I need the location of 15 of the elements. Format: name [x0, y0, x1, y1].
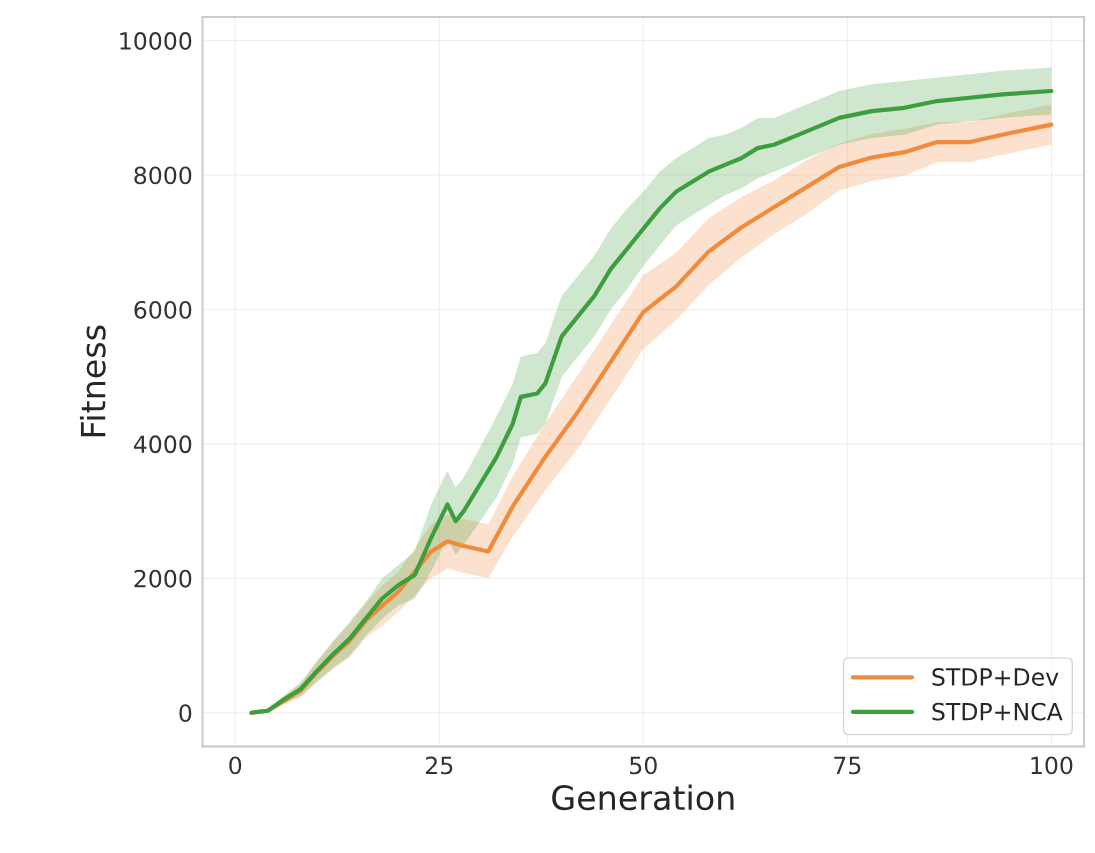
y-tick-label: 4000	[133, 435, 192, 454]
y-tick-label: 6000	[134, 300, 192, 319]
x-tick-label: 0	[229, 756, 242, 775]
y-tick-label: 10000	[120, 32, 192, 50]
x-tick-label: 100	[1031, 756, 1073, 775]
x-tick-label: 75	[834, 756, 861, 775]
y-tick-label: 2000	[134, 569, 192, 588]
y-axis-title: Fitness	[79, 325, 106, 437]
x-tick-label: 25	[425, 756, 453, 775]
x-tick-label: 50	[630, 756, 657, 775]
legend-label: STDP+NCA	[932, 702, 1063, 721]
legend-label: STDP+Dev	[932, 668, 1059, 686]
x-axis-title: Generation	[552, 784, 734, 811]
y-tick-label: 8000	[134, 166, 192, 185]
y-tick-label: 0	[179, 704, 192, 723]
